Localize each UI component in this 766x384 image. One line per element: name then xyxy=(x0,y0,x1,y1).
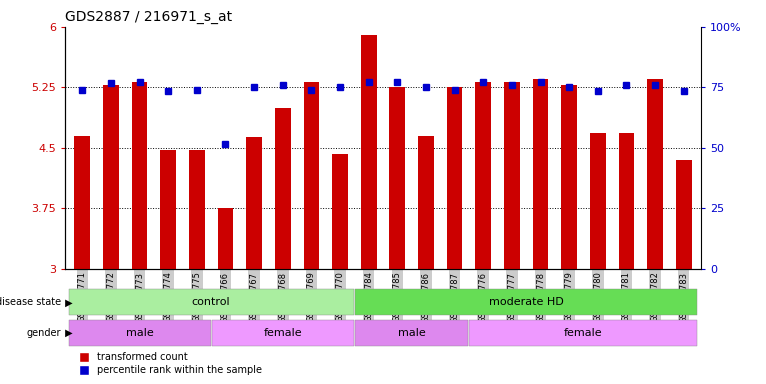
Bar xyxy=(275,108,290,269)
Bar xyxy=(103,85,119,269)
Text: male: male xyxy=(398,328,426,338)
Bar xyxy=(476,82,491,269)
FancyBboxPatch shape xyxy=(355,290,698,315)
Text: female: female xyxy=(264,328,302,338)
Text: ▶: ▶ xyxy=(62,297,73,308)
Bar xyxy=(389,88,405,269)
Bar xyxy=(74,136,90,269)
Bar xyxy=(132,82,147,269)
Text: male: male xyxy=(126,328,153,338)
Legend: transformed count, percentile rank within the sample: transformed count, percentile rank withi… xyxy=(70,348,266,379)
FancyBboxPatch shape xyxy=(68,320,211,346)
Bar xyxy=(332,154,348,269)
Bar xyxy=(676,160,692,269)
Text: gender: gender xyxy=(27,328,61,338)
Bar xyxy=(189,150,205,269)
Bar xyxy=(532,79,548,269)
Bar xyxy=(590,133,606,269)
Bar xyxy=(218,209,234,269)
Bar xyxy=(160,150,176,269)
Bar xyxy=(418,136,434,269)
FancyBboxPatch shape xyxy=(355,320,468,346)
Text: ▶: ▶ xyxy=(62,328,73,338)
FancyBboxPatch shape xyxy=(470,320,698,346)
FancyBboxPatch shape xyxy=(68,290,354,315)
Bar xyxy=(561,85,577,269)
Text: moderate HD: moderate HD xyxy=(489,297,564,308)
FancyBboxPatch shape xyxy=(211,320,354,346)
Text: female: female xyxy=(564,328,603,338)
Text: GDS2887 / 216971_s_at: GDS2887 / 216971_s_at xyxy=(65,10,232,25)
Bar xyxy=(246,137,262,269)
Text: control: control xyxy=(192,297,231,308)
Bar xyxy=(303,82,319,269)
Text: disease state: disease state xyxy=(0,297,61,308)
Bar xyxy=(447,88,463,269)
Bar xyxy=(504,82,520,269)
Bar xyxy=(647,79,663,269)
Bar xyxy=(361,35,377,269)
Bar xyxy=(619,133,634,269)
